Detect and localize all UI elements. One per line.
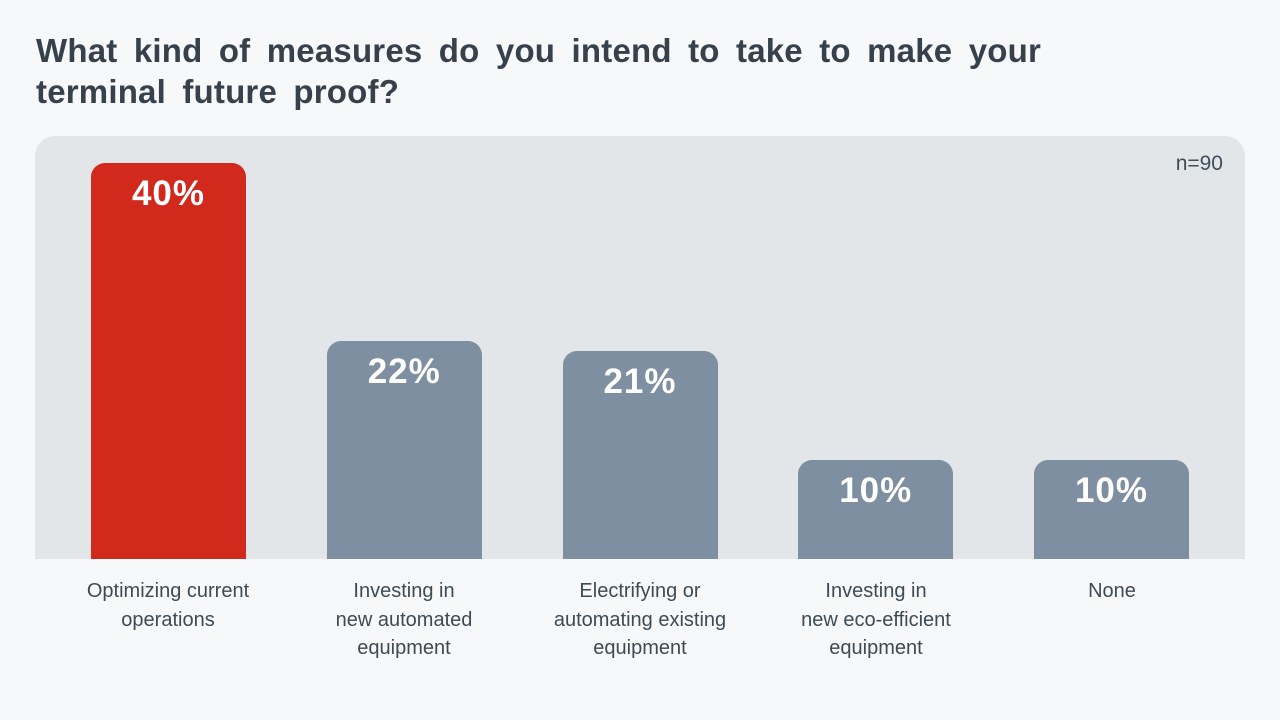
- bar-investing-new-automated-equipment: 22%: [326, 341, 482, 559]
- category-label-line: Electrifying or: [579, 580, 701, 602]
- chart-panel: n=90 40% 22% 21% 10% 10%: [35, 136, 1245, 559]
- category-label-line: equipment: [593, 637, 687, 659]
- category-label-line: new eco-efficient: [801, 608, 951, 631]
- category-label-line: Optimizing current: [86, 580, 250, 602]
- category-label-electrifying-automating-existing-equipment: Electrifying or automating existing equi…: [522, 577, 758, 663]
- bar-investing-new-eco-efficient-equipment: 10%: [798, 460, 954, 559]
- page-title-line-1: What kind of measures do you intend to t…: [36, 32, 1042, 69]
- page-title-line-2: terminal future proof?: [36, 73, 400, 110]
- category-label-investing-new-eco-efficient-equipment: Investing in new eco-efficient equipment: [758, 577, 994, 663]
- bar-none: 10%: [1034, 460, 1189, 559]
- sample-size-label: n=90: [1175, 152, 1223, 175]
- category-label-line: Investing in: [353, 580, 455, 602]
- bar-chart: 40% 22% 21% 10% 10%: [35, 136, 1245, 559]
- category-label-line: None: [1088, 580, 1136, 602]
- category-label-line: Investing in: [825, 580, 927, 602]
- category-label-line: equipment: [357, 637, 451, 659]
- bar-value-label: 40%: [131, 174, 206, 213]
- category-label-line: new automated: [335, 608, 473, 631]
- category-label-optimizing-current-operations: Optimizing current operations: [50, 577, 286, 663]
- bar-value-label: 10%: [1074, 471, 1149, 510]
- category-label-none: None: [994, 577, 1230, 663]
- bar-value-label: 10%: [839, 471, 913, 510]
- bar-value-label: 21%: [603, 362, 677, 402]
- bar-optimizing-current-operations: 40%: [91, 163, 246, 559]
- bar-value-label: 22%: [367, 352, 441, 392]
- page-title: What kind of measures do you intend to t…: [36, 30, 1236, 112]
- bar-electrifying-automating-existing-equipment: 21%: [562, 351, 718, 559]
- category-label-line: equipment: [829, 637, 923, 659]
- category-label-line: operations: [121, 608, 215, 631]
- category-label-investing-new-automated-equipment: Investing in new automated equipment: [286, 577, 522, 663]
- category-labels-row: Optimizing current operations Investing …: [35, 577, 1245, 663]
- category-label-line: automating existing: [553, 608, 727, 631]
